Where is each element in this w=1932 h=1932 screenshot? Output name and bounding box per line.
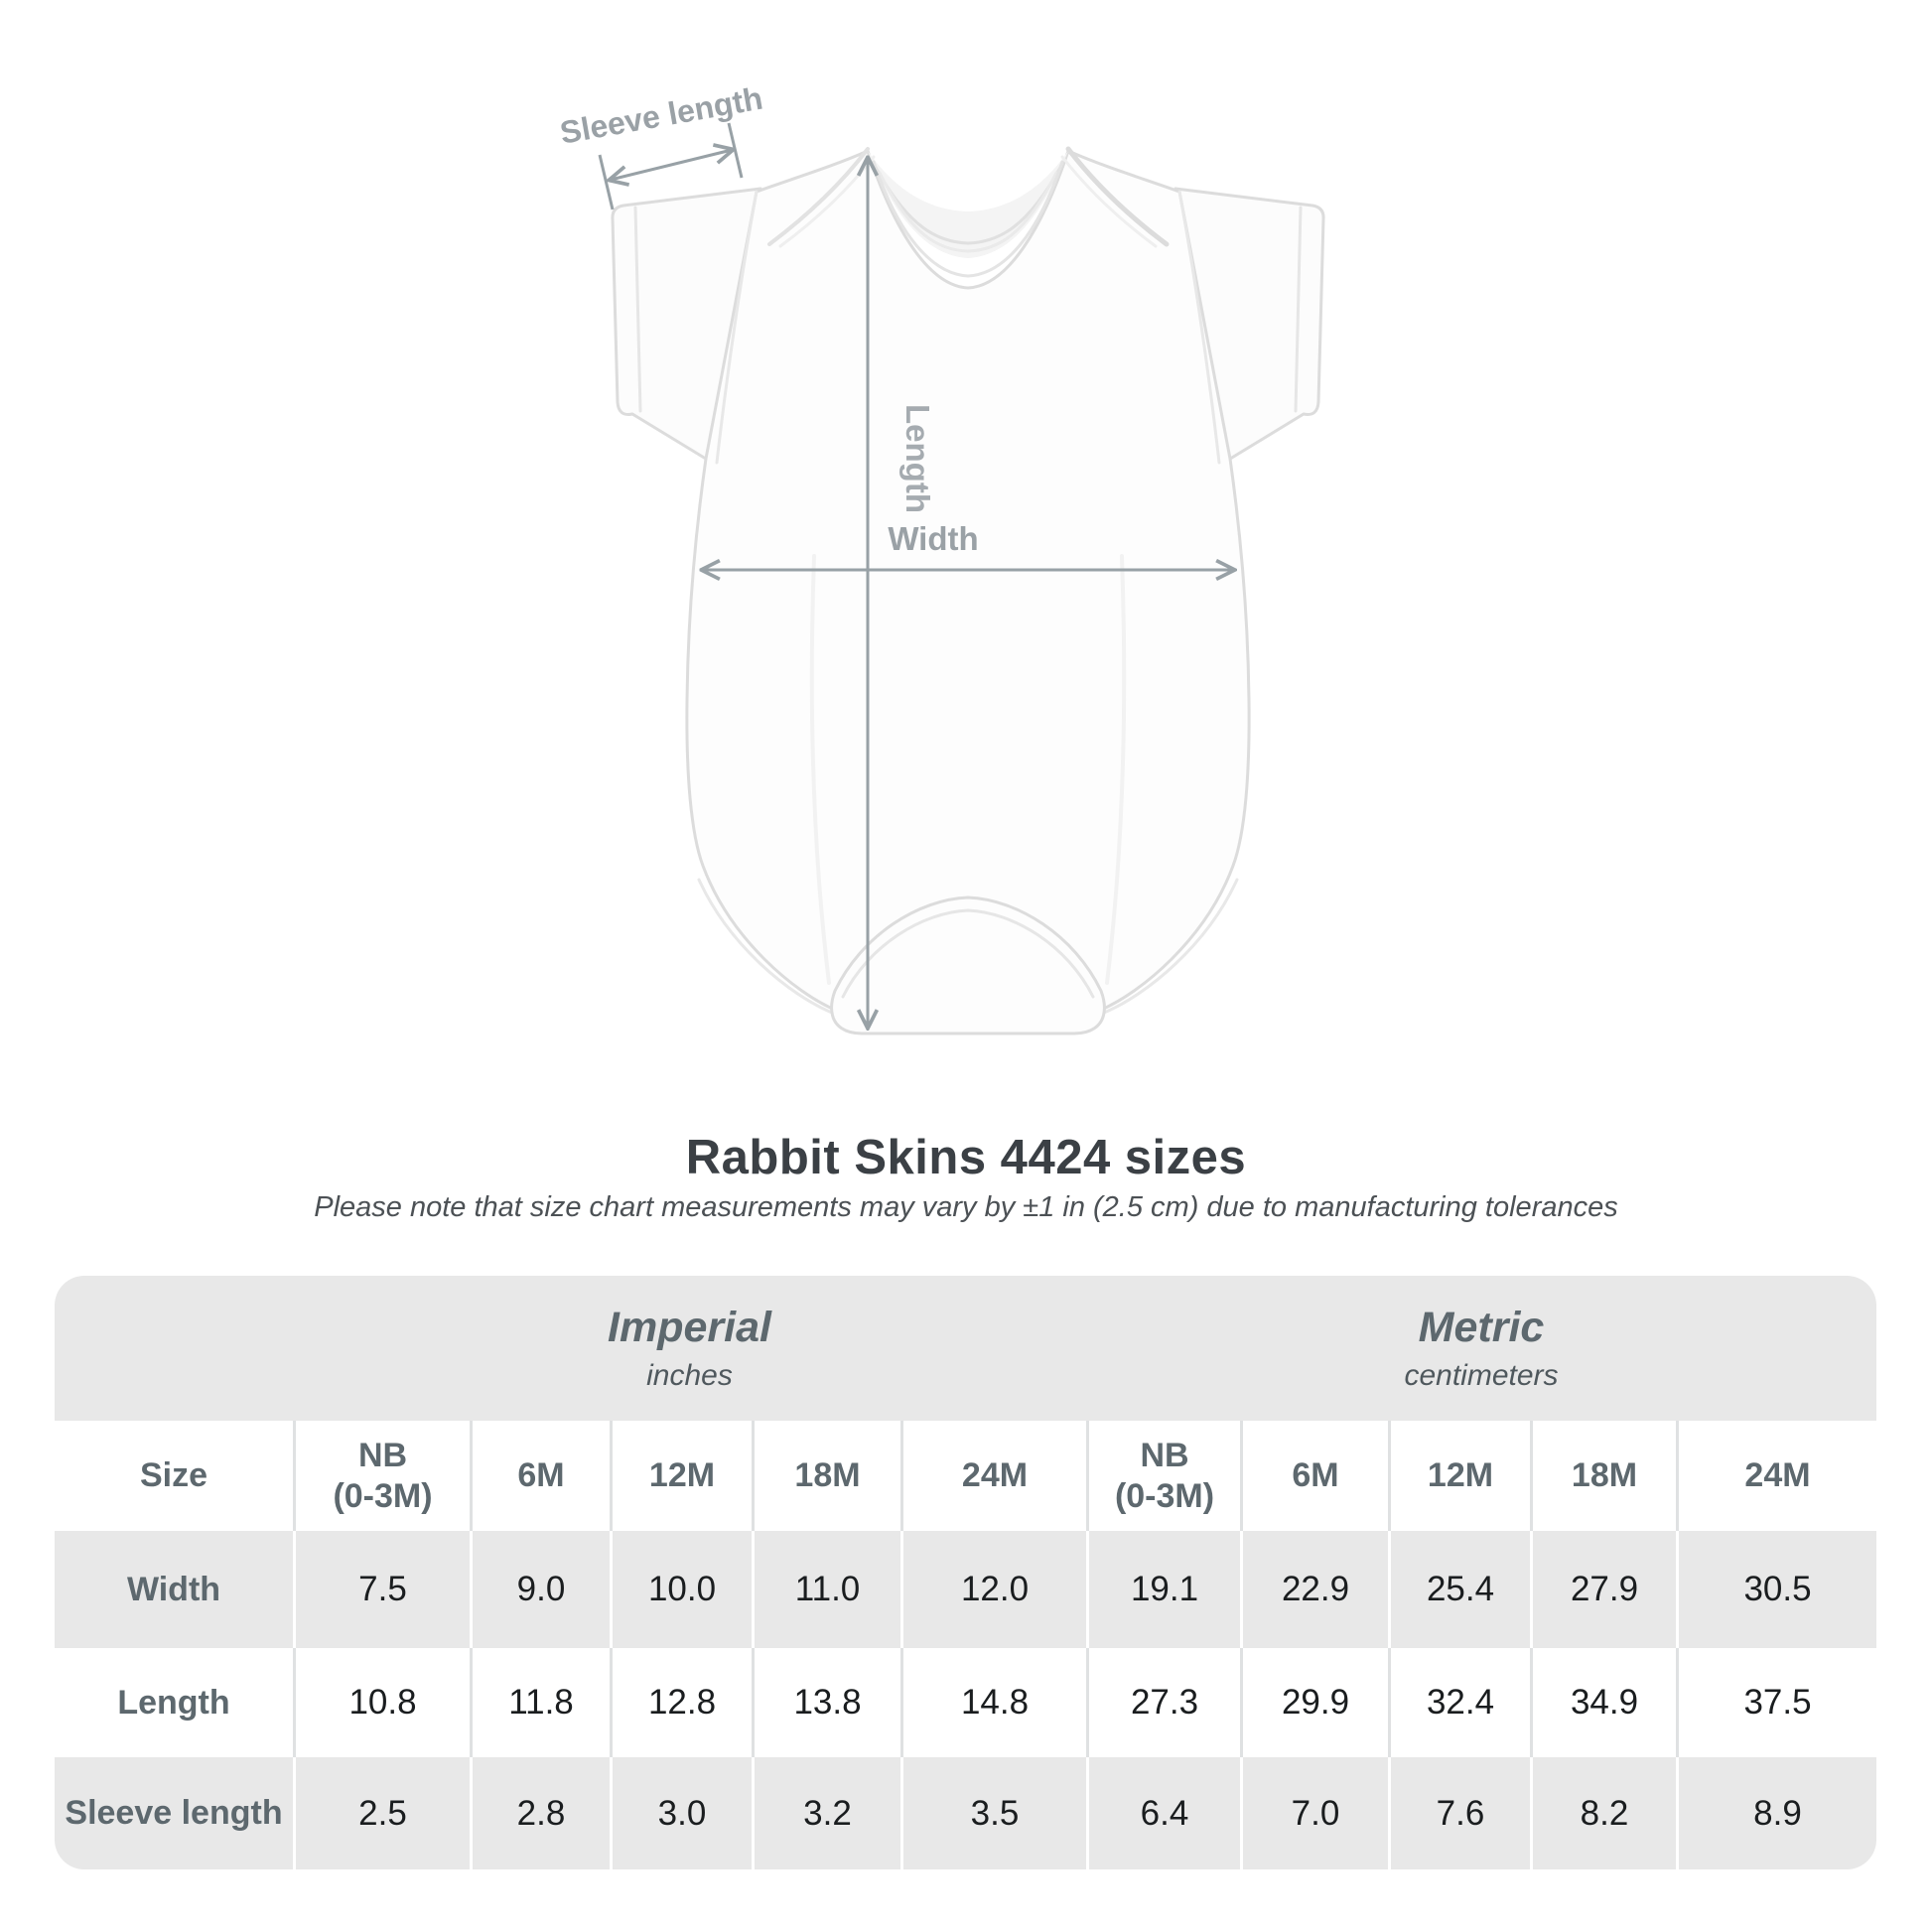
size-value: 11.8 (470, 1648, 610, 1757)
size-value: 27.3 (1086, 1648, 1240, 1757)
measurement-arrows (598, 122, 1233, 1027)
onesie-measurement-diagram: Sleeve length Length Width (557, 80, 1325, 1035)
measurement-row-label: Width (126, 1570, 221, 1608)
size-value: 3.0 (610, 1757, 752, 1869)
imperial-group: Imperial inches (293, 1276, 1086, 1421)
size-value: 8.2 (1530, 1757, 1676, 1869)
size-value: 3.2 (752, 1757, 900, 1869)
size-value: 25.4 (1388, 1531, 1530, 1648)
size-value: 12.0 (900, 1531, 1086, 1648)
measurement-row: Length 10.8 11.8 12.8 13.8 14.8 27.3 29.9 32.4 34… (55, 1648, 1876, 1757)
size-value: 12.8 (610, 1648, 752, 1757)
crotch-flap (830, 896, 1106, 1035)
size-column-header: 6M (470, 1421, 610, 1531)
size-column-header: 24M (1676, 1421, 1876, 1531)
size-value: 7.0 (1240, 1757, 1388, 1869)
imperial-unit-label: inches (646, 1359, 733, 1392)
size-column-label: Size (139, 1456, 208, 1495)
measurement-row-label: Sleeve length (65, 1794, 283, 1833)
size-value: 34.9 (1530, 1648, 1676, 1757)
size-value: 10.8 (293, 1648, 470, 1757)
size-value: 14.8 (900, 1648, 1086, 1757)
size-value: 37.5 (1676, 1648, 1876, 1757)
size-value: 2.8 (470, 1757, 610, 1869)
size-value: 2.5 (293, 1757, 470, 1869)
onesie-illustration (611, 146, 1325, 1035)
metric-group: Metric centimeters (1086, 1276, 1876, 1421)
unit-header-band: Imperial inches Metric centimeters (55, 1276, 1876, 1421)
size-column-header: NB (0-3M) (1086, 1421, 1240, 1531)
length-label: Length (899, 404, 936, 513)
width-label: Width (888, 520, 978, 557)
size-value: 29.9 (1240, 1648, 1388, 1757)
size-column-header: 12M (610, 1421, 752, 1531)
size-value: 22.9 (1240, 1531, 1388, 1648)
size-grid: Size NB (0-3M) 6M 12M 18M 24M NB (0-3M) 6M 12M 18M 2… (55, 1421, 1876, 1869)
size-value: 27.9 (1530, 1531, 1676, 1648)
size-header-row: Size NB (0-3M) 6M 12M 18M 24M NB (0-3M) 6M 12M 18M 2… (55, 1421, 1876, 1531)
size-column-header: NB (0-3M) (293, 1421, 470, 1531)
neck-opening (868, 151, 1068, 258)
size-value: 32.4 (1388, 1648, 1530, 1757)
size-value: 8.9 (1676, 1757, 1876, 1869)
size-value: 9.0 (470, 1531, 610, 1648)
measurement-row: Sleeve length 2.5 2.8 3.0 3.2 3.5 6.4 7.0 7.6 8.2… (55, 1757, 1876, 1869)
measurement-row-label: Length (117, 1683, 230, 1722)
size-value: 11.0 (752, 1531, 900, 1648)
metric-label: Metric (1418, 1304, 1545, 1351)
measurement-row: Width 7.5 9.0 10.0 11.0 12.0 19.1 22.9 25.4 27.9 3… (55, 1531, 1876, 1648)
size-value: 7.6 (1388, 1757, 1530, 1869)
metric-unit-label: centimeters (1404, 1359, 1559, 1392)
size-column-header: 24M (900, 1421, 1086, 1531)
size-column-header: 12M (1388, 1421, 1530, 1531)
size-value: 30.5 (1676, 1531, 1876, 1648)
page-title: Rabbit Skins 4424 sizes (685, 1131, 1247, 1184)
size-table: Imperial inches Metric centimeters Size N… (55, 1276, 1876, 1869)
size-value: 13.8 (752, 1648, 900, 1757)
imperial-label: Imperial (608, 1304, 771, 1351)
size-column-header: 6M (1240, 1421, 1388, 1531)
size-value: 3.5 (900, 1757, 1086, 1869)
tolerance-note: Please note that size chart measurements… (314, 1191, 1618, 1223)
size-value: 7.5 (293, 1531, 470, 1648)
size-value: 10.0 (610, 1531, 752, 1648)
size-value: 19.1 (1086, 1531, 1240, 1648)
size-value: 6.4 (1086, 1757, 1240, 1869)
size-column-header: 18M (1530, 1421, 1676, 1531)
sleeve-length-arrow (598, 122, 744, 210)
size-column-header: 18M (752, 1421, 900, 1531)
